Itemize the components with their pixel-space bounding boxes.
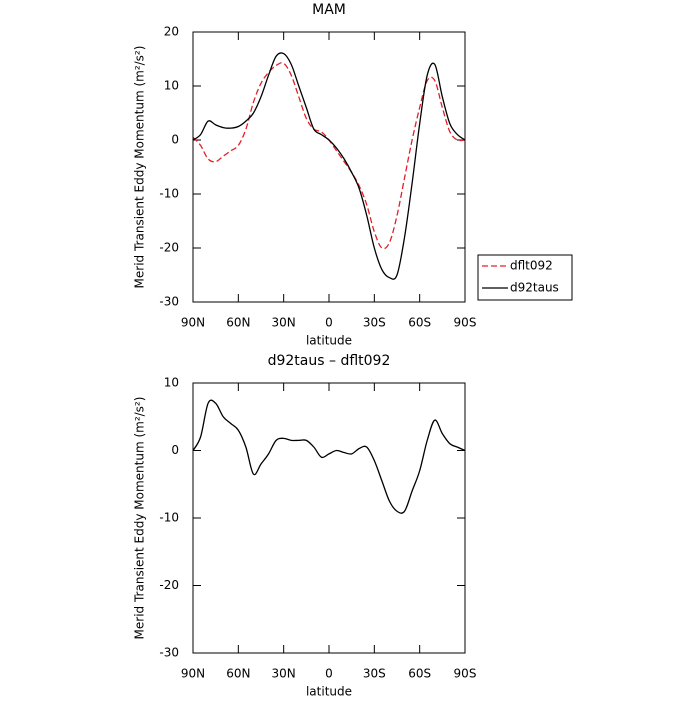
legend-label: dflt092 <box>510 259 553 273</box>
x-axis-label: latitude <box>306 685 352 699</box>
y-tick-label: 0 <box>171 443 179 457</box>
x-tick-label: 0 <box>325 316 333 330</box>
plot-frame <box>192 382 466 654</box>
legend-box <box>477 254 573 301</box>
x-axis-label: latitude <box>306 334 352 348</box>
chart-title: d92taus – dflt092 <box>268 353 391 369</box>
y-tick-label: -30 <box>159 295 179 309</box>
y-axis-label: Merid Transient Eddy Momentum (m²/s²) <box>133 397 147 640</box>
legend-label: d92taus <box>510 281 559 295</box>
x-tick-label: 90S <box>454 667 477 681</box>
y-tick-label: -10 <box>159 187 179 201</box>
x-tick-label: 60N <box>226 667 250 681</box>
x-tick-label: 90S <box>454 316 477 330</box>
data-line <box>192 399 466 514</box>
y-tick-label: 0 <box>171 133 179 147</box>
data-line <box>192 52 466 280</box>
x-tick-label: 60S <box>408 316 431 330</box>
x-tick-label: 60S <box>408 667 431 681</box>
x-tick-label: 30N <box>272 316 296 330</box>
x-tick-label: 90N <box>181 316 205 330</box>
chart-title: MAM <box>312 2 346 18</box>
plot-frame <box>192 31 466 303</box>
y-tick-label: 10 <box>164 79 179 93</box>
y-tick-label: -20 <box>159 241 179 255</box>
x-tick-label: 30S <box>363 667 386 681</box>
y-tick-label: 20 <box>164 25 179 39</box>
y-tick-label: -30 <box>159 646 179 660</box>
x-tick-label: 0 <box>325 667 333 681</box>
x-tick-label: 90N <box>181 667 205 681</box>
x-tick-label: 30N <box>272 667 296 681</box>
x-tick-label: 60N <box>226 316 250 330</box>
x-tick-label: 30S <box>363 316 386 330</box>
y-axis-label: Merid Transient Eddy Momentum (m²/s²) <box>133 46 147 289</box>
y-tick-label: -20 <box>159 578 179 592</box>
y-tick-label: 10 <box>164 376 179 390</box>
y-tick-label: -10 <box>159 511 179 525</box>
